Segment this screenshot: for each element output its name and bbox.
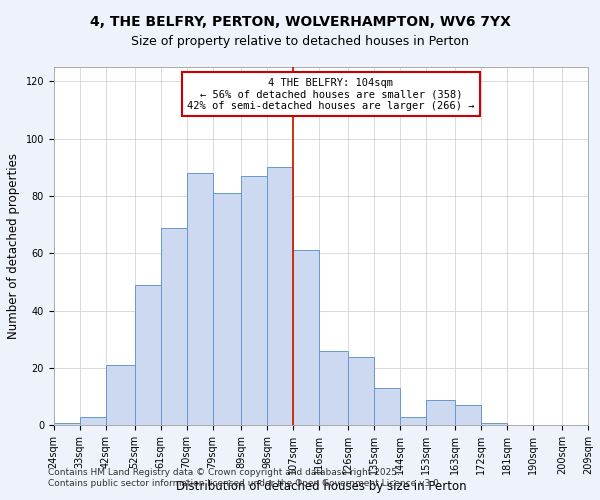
- Y-axis label: Number of detached properties: Number of detached properties: [7, 153, 20, 339]
- Bar: [187, 173, 212, 426]
- Bar: [293, 250, 319, 426]
- Bar: [455, 406, 481, 425]
- Text: 4 THE BELFRY: 104sqm
← 56% of detached houses are smaller (358)
42% of semi-deta: 4 THE BELFRY: 104sqm ← 56% of detached h…: [187, 78, 475, 111]
- Bar: [54, 422, 80, 426]
- Text: 4, THE BELFRY, PERTON, WOLVERHAMPTON, WV6 7YX: 4, THE BELFRY, PERTON, WOLVERHAMPTON, WV…: [89, 15, 511, 29]
- Bar: [349, 356, 374, 426]
- Bar: [80, 417, 106, 426]
- Bar: [134, 285, 161, 426]
- X-axis label: Distribution of detached houses by size in Perton: Distribution of detached houses by size …: [176, 480, 466, 493]
- Bar: [241, 176, 268, 426]
- Text: Contains HM Land Registry data © Crown copyright and database right 2025.
Contai: Contains HM Land Registry data © Crown c…: [48, 468, 442, 487]
- Bar: [268, 168, 293, 426]
- Bar: [374, 388, 400, 426]
- Bar: [212, 193, 241, 426]
- Bar: [400, 417, 427, 426]
- Bar: [427, 400, 455, 425]
- Bar: [161, 228, 187, 426]
- Bar: [481, 422, 507, 426]
- Bar: [106, 365, 134, 426]
- Text: Size of property relative to detached houses in Perton: Size of property relative to detached ho…: [131, 35, 469, 48]
- Bar: [319, 351, 349, 426]
